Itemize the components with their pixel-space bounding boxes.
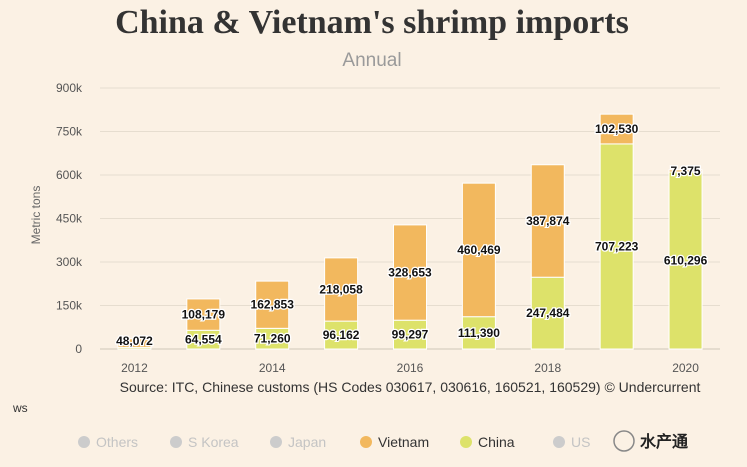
legend-item-others[interactable]: Others xyxy=(78,434,138,450)
legend-marker xyxy=(270,436,282,448)
legend-marker xyxy=(78,436,90,448)
data-label: 460,469 xyxy=(457,243,501,257)
y-tick-label: 300k xyxy=(56,255,83,269)
legend-marker xyxy=(460,436,472,448)
bar-vietnam xyxy=(117,338,152,349)
data-label: 218,058 xyxy=(319,282,363,296)
x-tick-label: 2018 xyxy=(534,361,561,375)
watermark-text: 水产通 xyxy=(640,432,688,451)
data-label: 328,653 xyxy=(388,266,432,280)
data-label: 707,223 xyxy=(595,239,639,253)
data-label: 111,390 xyxy=(458,326,500,340)
ws-label: ws xyxy=(12,401,28,415)
y-tick-label: 450k xyxy=(56,212,83,226)
legend-label: Japan xyxy=(288,434,326,450)
data-label: 64,554 xyxy=(185,333,222,347)
y-axis-label: Metric tons xyxy=(29,186,43,245)
data-label: 48,072 xyxy=(116,334,153,348)
data-label: 7,375 xyxy=(671,164,701,178)
x-tick-label: 2016 xyxy=(397,361,424,375)
legend-label: S Korea xyxy=(188,434,239,450)
y-tick-label: 750k xyxy=(56,125,83,139)
y-tick-label: 900k xyxy=(56,81,83,95)
bar-vietnam xyxy=(186,298,221,331)
bar-vietnam xyxy=(255,280,290,329)
data-label: 610,296 xyxy=(664,254,708,268)
x-tick-label: 2014 xyxy=(259,361,286,375)
legend-marker xyxy=(170,436,182,448)
x-tick-label: 2020 xyxy=(672,361,699,375)
legend-label: US xyxy=(571,434,590,450)
bar-china xyxy=(461,316,496,350)
data-label: 71,260 xyxy=(254,332,291,346)
legend-item-vietnam[interactable]: Vietnam xyxy=(360,434,429,450)
data-label: 96,162 xyxy=(323,328,360,342)
legend-item-china[interactable]: China xyxy=(460,434,515,450)
data-label: 162,853 xyxy=(251,298,295,312)
legend-item-us[interactable]: US xyxy=(553,434,590,450)
watermark: 水产通 xyxy=(613,430,688,452)
bar-vietnam xyxy=(324,257,359,322)
bar-vietnam xyxy=(393,224,427,321)
wechat-icon xyxy=(613,430,635,452)
legend-label: China xyxy=(478,434,515,450)
legend-marker xyxy=(360,436,372,448)
data-label: 108,179 xyxy=(182,308,226,322)
bar-china xyxy=(668,171,703,350)
data-label: 387,874 xyxy=(526,214,570,228)
data-label: 99,297 xyxy=(392,328,429,342)
y-tick-label: 150k xyxy=(56,299,83,313)
legend-label: Vietnam xyxy=(378,434,429,450)
bar-vietnam xyxy=(599,113,634,145)
bar-china xyxy=(599,143,634,350)
bar-vietnam xyxy=(530,164,565,278)
legend-item-japan[interactable]: Japan xyxy=(270,434,326,450)
legend-marker xyxy=(553,436,565,448)
data-label: 247,484 xyxy=(526,306,570,320)
legend-label: Others xyxy=(96,434,138,450)
bar-china xyxy=(393,319,427,350)
bar-china xyxy=(530,276,565,350)
x-tick-label: 2012 xyxy=(121,361,148,375)
y-tick-label: 0 xyxy=(75,342,82,356)
bar-vietnam xyxy=(668,169,703,173)
y-tick-label: 600k xyxy=(56,168,83,182)
data-label: 102,530 xyxy=(595,122,639,136)
chart-source: Source: ITC, Chinese customs (HS Codes 0… xyxy=(120,379,701,395)
chart-title: China & Vietnam's shrimp imports xyxy=(115,4,629,41)
legend-item-s-korea[interactable]: S Korea xyxy=(170,434,239,450)
bar-vietnam xyxy=(461,182,496,318)
chart-subtitle: Annual xyxy=(342,50,401,71)
